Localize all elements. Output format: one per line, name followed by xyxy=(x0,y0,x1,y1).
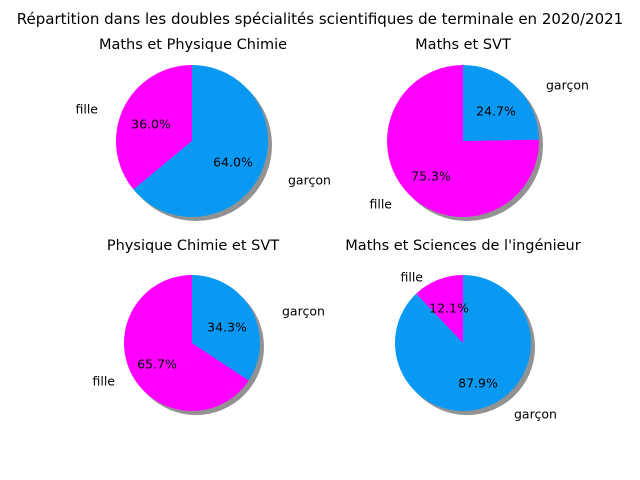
pie-title-maths-physique-chimie: Maths et Physique Chimie xyxy=(99,37,287,53)
pie-chart-physique-chimie-svt: fille 65.7% garçon 34.3% xyxy=(92,275,325,415)
pie-panel-maths-sciences-ingenieur: Maths et Sciences de l'ingénieur fille 12… xyxy=(345,238,580,422)
pie-percent-garcon: 64.0% xyxy=(213,155,253,170)
pie-percent-fille: 12.1% xyxy=(429,301,469,316)
pie-title-maths-sciences-ingenieur: Maths et Sciences de l'ingénieur xyxy=(345,238,580,254)
pie-percent-fille: 36.0% xyxy=(131,117,171,132)
pie-label-garcon: garçon xyxy=(514,407,557,422)
pie-label-fille: fille xyxy=(92,374,115,389)
pie-panel-physique-chimie-svt: Physique Chimie et SVT fille 65.7% garçon 3… xyxy=(92,238,325,415)
pie-label-garcon: garçon xyxy=(288,173,331,188)
pie-title-maths-svt: Maths et SVT xyxy=(415,37,511,53)
pie-slice-fille xyxy=(116,65,192,190)
pie-label-fille: fille xyxy=(369,197,392,212)
pie-slice-garcon xyxy=(192,275,261,381)
pie-label-fille: fille xyxy=(400,270,423,285)
pie-percent-garcon: 34.3% xyxy=(207,320,247,335)
pie-chart-maths-physique-chimie: fille 36.0% garçon 64.0% xyxy=(75,64,331,221)
pie-percent-fille: 75.3% xyxy=(411,169,451,184)
pie-slice-garcon xyxy=(133,64,269,218)
pie-percent-fille: 65.7% xyxy=(137,357,177,372)
pie-slice-garcon xyxy=(463,64,539,141)
pie-label-garcon: garçon xyxy=(546,78,589,93)
pie-title-physique-chimie-svt: Physique Chimie et SVT xyxy=(107,238,279,254)
pie-panel-maths-svt: Maths et SVT fille 75.3% garçon 24.7% xyxy=(369,37,589,221)
pie-label-garcon: garçon xyxy=(282,304,325,319)
pie-percent-garcon: 24.7% xyxy=(476,104,516,119)
pie-chart-maths-svt: fille 75.3% garçon 24.7% xyxy=(369,64,589,221)
pie-slice-garcon xyxy=(394,275,531,411)
pie-slice-fille xyxy=(124,275,249,411)
pie-chart-maths-sciences-ingenieur: fille 12.1% garçon 87.9% xyxy=(394,270,557,422)
figure-suptitle: Répartition dans les doubles spécialités… xyxy=(17,10,623,28)
pie-percent-garcon: 87.9% xyxy=(458,376,498,391)
pie-label-fille: fille xyxy=(75,102,98,117)
pie-slice-fille xyxy=(416,275,463,343)
pie-panel-maths-physique-chimie: Maths et Physique Chimie fille 36.0% garço… xyxy=(75,37,331,221)
pie-slice-fille xyxy=(387,65,540,218)
